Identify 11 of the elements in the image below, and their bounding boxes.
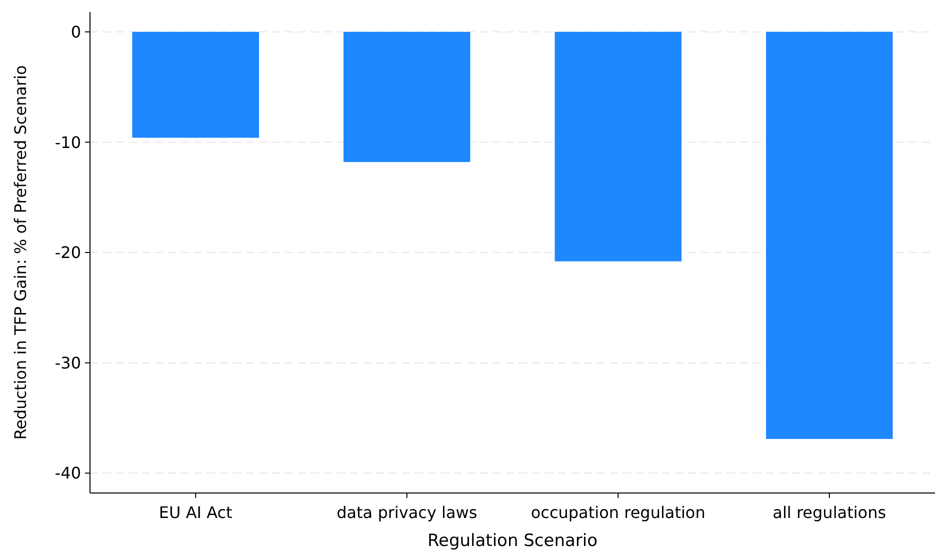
y-tick-label: -20 <box>54 243 81 262</box>
x-tick-label: EU AI Act <box>158 503 232 522</box>
x-tick-label: occupation regulation <box>530 503 706 522</box>
y-tick-label: -30 <box>54 353 81 372</box>
x-tick-label: all regulations <box>772 503 886 522</box>
x-axis-title: Regulation Scenario <box>427 531 598 550</box>
x-tick-label: data privacy laws <box>336 503 478 522</box>
y-tick-label: -40 <box>54 464 81 483</box>
y-axis-title: Reduction in TFP Gain: % of Preferred Scenario <box>11 65 30 440</box>
y-tick-label: 0 <box>70 22 81 42</box>
y-tick-label: -10 <box>54 132 81 152</box>
